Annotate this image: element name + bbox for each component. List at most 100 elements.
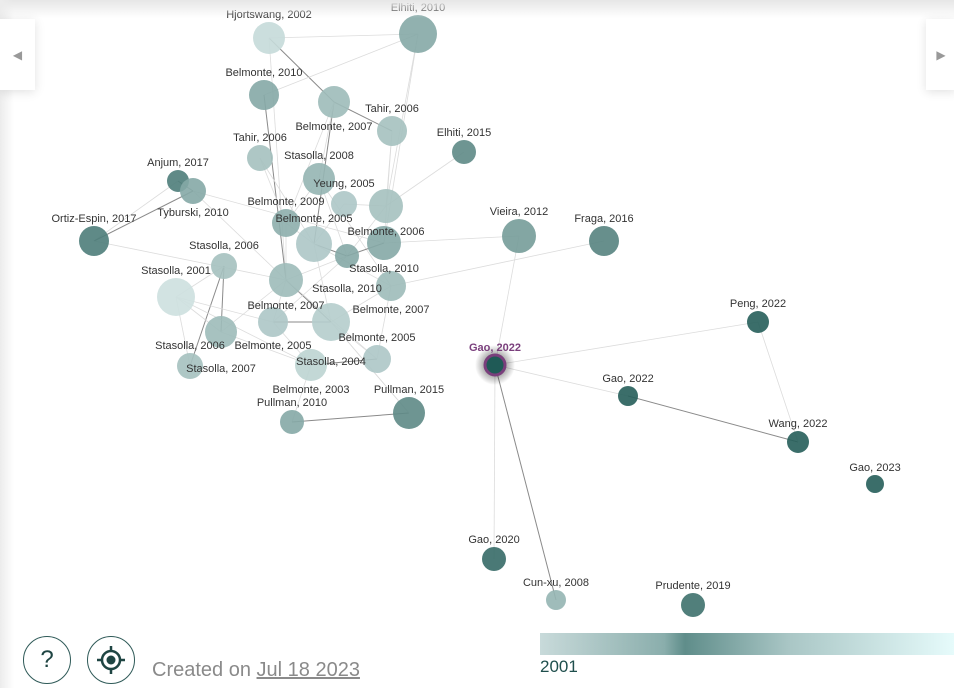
paper-node-label: Belmonte, 2006: [347, 226, 424, 238]
paper-node[interactable]: [177, 353, 203, 379]
paper-node[interactable]: [211, 253, 237, 279]
created-date-link[interactable]: Jul 18 2023: [256, 659, 360, 681]
citation-edge: [263, 33, 419, 96]
paper-node[interactable]: [787, 431, 809, 453]
paper-node-label: Gao, 2020: [468, 534, 519, 546]
paper-node[interactable]: [482, 547, 506, 571]
paper-node[interactable]: [546, 590, 566, 610]
paper-node-label: Belmonte, 2005: [234, 340, 311, 352]
next-panel-button[interactable]: ▶: [926, 19, 954, 90]
paper-node[interactable]: [681, 593, 705, 617]
paper-node[interactable]: [335, 244, 359, 268]
paper-node-circle[interactable]: [377, 116, 407, 146]
paper-node-circle[interactable]: [546, 590, 566, 610]
paper-node-circle[interactable]: [363, 345, 391, 373]
paper-node[interactable]: [269, 263, 303, 297]
paper-node[interactable]: [393, 397, 425, 429]
paper-node[interactable]: [79, 226, 109, 256]
paper-node[interactable]: [747, 311, 769, 333]
paper-node[interactable]: [369, 189, 403, 223]
citation-edge: [494, 364, 557, 601]
paper-node[interactable]: [331, 191, 357, 217]
paper-node[interactable]: [253, 22, 285, 54]
paper-node-circle[interactable]: [452, 140, 476, 164]
paper-node-circle[interactable]: [295, 349, 327, 381]
paper-node[interactable]: [475, 345, 515, 385]
paper-node-circle[interactable]: [258, 307, 288, 337]
paper-node-circle[interactable]: [502, 219, 536, 253]
paper-node-label: Fraga, 2016: [574, 213, 633, 225]
paper-node-circle[interactable]: [681, 593, 705, 617]
paper-node-circle[interactable]: [303, 163, 335, 195]
paper-node[interactable]: [589, 226, 619, 256]
nodes[interactable]: [79, 15, 884, 617]
paper-node[interactable]: [377, 116, 407, 146]
paper-node[interactable]: [399, 15, 437, 53]
paper-node[interactable]: [303, 163, 335, 195]
paper-node-circle[interactable]: [335, 244, 359, 268]
citation-edge: [318, 178, 392, 287]
citation-edge: [383, 130, 393, 244]
paper-node[interactable]: [258, 307, 288, 337]
citation-edge: [494, 321, 759, 366]
paper-node-circle[interactable]: [618, 386, 638, 406]
paper-node[interactable]: [452, 140, 476, 164]
paper-node-circle[interactable]: [157, 278, 195, 316]
paper-node-circle[interactable]: [180, 178, 206, 204]
paper-node-circle[interactable]: [393, 397, 425, 429]
citation-edge: [494, 364, 629, 397]
paper-node-circle[interactable]: [369, 189, 403, 223]
paper-node[interactable]: [157, 278, 195, 316]
paper-node[interactable]: [280, 410, 304, 434]
paper-node[interactable]: [296, 226, 332, 262]
paper-node-circle[interactable]: [312, 303, 350, 341]
paper-node-circle[interactable]: [211, 253, 237, 279]
paper-node[interactable]: [312, 303, 350, 341]
prev-panel-button[interactable]: ◀: [0, 19, 35, 90]
paper-node-circle[interactable]: [272, 209, 300, 237]
paper-node-circle[interactable]: [79, 226, 109, 256]
paper-node[interactable]: [367, 226, 401, 260]
citation-edge: [757, 321, 799, 443]
paper-node[interactable]: [205, 316, 237, 348]
paper-node[interactable]: [376, 271, 406, 301]
paper-node-circle[interactable]: [367, 226, 401, 260]
paper-node[interactable]: [247, 145, 273, 171]
paper-node[interactable]: [502, 219, 536, 253]
paper-node-circle[interactable]: [269, 263, 303, 297]
paper-node[interactable]: [866, 475, 884, 493]
paper-node-label: Belmonte, 2005: [275, 213, 352, 225]
paper-node-circle[interactable]: [399, 15, 437, 53]
paper-node[interactable]: [249, 80, 279, 110]
help-button[interactable]: ?: [23, 636, 71, 684]
paper-node-circle[interactable]: [866, 475, 884, 493]
paper-node-label: Cun-xu, 2008: [523, 577, 589, 589]
paper-node[interactable]: [180, 178, 206, 204]
paper-node-label: Prudente, 2019: [655, 580, 730, 592]
paper-node-circle[interactable]: [280, 410, 304, 434]
paper-node-circle[interactable]: [331, 191, 357, 217]
paper-node-circle[interactable]: [747, 311, 769, 333]
paper-node-circle[interactable]: [482, 547, 506, 571]
paper-node-circle[interactable]: [318, 86, 350, 118]
paper-node[interactable]: [295, 349, 327, 381]
paper-node-circle[interactable]: [376, 271, 406, 301]
paper-node-label: Tahir, 2006: [365, 103, 419, 115]
paper-node-circle[interactable]: [247, 145, 273, 171]
paper-node-circle[interactable]: [253, 22, 285, 54]
paper-node-circle[interactable]: [483, 353, 507, 377]
paper-node-circle[interactable]: [296, 226, 332, 262]
paper-node-circle[interactable]: [205, 316, 237, 348]
paper-node[interactable]: [272, 209, 300, 237]
paper-node-circle[interactable]: [787, 431, 809, 453]
paper-node-circle[interactable]: [177, 353, 203, 379]
paper-node-label: Anjum, 2017: [147, 157, 209, 169]
paper-node[interactable]: [318, 86, 350, 118]
help-label: ?: [40, 646, 54, 673]
paper-node[interactable]: [618, 386, 638, 406]
recenter-button[interactable]: [87, 636, 135, 684]
paper-node[interactable]: [363, 345, 391, 373]
paper-node-circle[interactable]: [249, 80, 279, 110]
paper-node-circle[interactable]: [589, 226, 619, 256]
